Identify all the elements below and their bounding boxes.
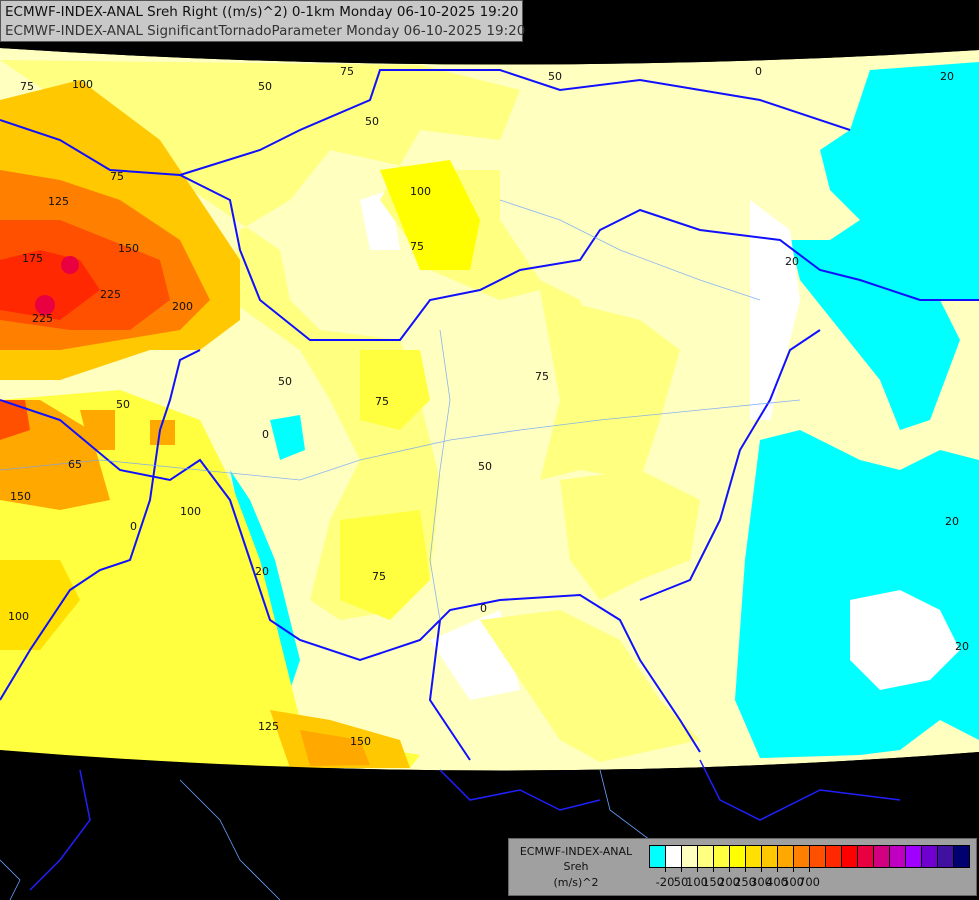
contour-label: 75	[410, 240, 424, 253]
contour-label: 100	[8, 610, 29, 623]
legend-tick	[761, 867, 762, 872]
contour-label: 50	[278, 375, 292, 388]
legend-swatch	[858, 846, 874, 867]
legend-swatch	[714, 846, 730, 867]
contour-label: 20	[940, 70, 954, 83]
contour-label: 75	[20, 80, 34, 93]
contour-label: 100	[180, 505, 201, 518]
legend-swatch	[826, 846, 842, 867]
contour-label: 50	[365, 115, 379, 128]
legend-swatch	[922, 846, 938, 867]
legend-tick-label: 500	[782, 875, 804, 889]
contour-label: 75	[340, 65, 354, 78]
contour-label: 20	[255, 565, 269, 578]
legend-tick	[777, 867, 778, 872]
legend-tick	[665, 867, 666, 872]
contour-label: 20	[785, 255, 799, 268]
legend-tick	[681, 867, 682, 872]
legend-swatch	[682, 846, 698, 867]
legend-tick-label: 50	[673, 875, 689, 889]
legend-swatch	[842, 846, 858, 867]
contour-label: 0	[130, 520, 137, 533]
legend-model: ECMWF-INDEX-ANAL	[519, 845, 633, 858]
legend-swatch	[954, 846, 969, 867]
legend-tick	[713, 867, 714, 872]
legend-swatch	[906, 846, 922, 867]
contour-label: 75	[375, 395, 389, 408]
contour-label: 50	[478, 460, 492, 473]
negative-helicity-area	[735, 430, 979, 758]
legend-swatch	[762, 846, 778, 867]
contour-label: 20	[955, 640, 969, 653]
legend-tick-label: 700	[798, 875, 820, 889]
map-title-box: ECMWF-INDEX-ANAL Sreh Right ((m/s)^2) 0-…	[0, 0, 526, 42]
color-legend: ECMWF-INDEX-ANAL Sreh (m/s)^2 -20 50 100 15…	[508, 838, 977, 896]
legend-swatch	[730, 846, 746, 867]
contour-label: 0	[262, 428, 269, 441]
contour-labels: 100 75 50 75 125 175 150 225 200 225 50 …	[8, 65, 969, 748]
contour-label: 150	[350, 735, 371, 748]
contour-label: 75	[372, 570, 386, 583]
legend-tick	[745, 867, 746, 872]
legend-tick-label: 400	[766, 875, 788, 889]
contour-label: 20	[945, 515, 959, 528]
negative-helicity-area	[790, 62, 979, 430]
country-borders	[0, 69, 979, 761]
contour-label: 100	[72, 78, 93, 91]
legend-swatch	[874, 846, 890, 867]
title-line-2: ECMWF-INDEX-ANAL SignificantTornadoParam…	[5, 23, 526, 39]
legend-swatch	[698, 846, 714, 867]
title-line-1: ECMWF-INDEX-ANAL Sreh Right ((m/s)^2) 0-…	[5, 4, 519, 20]
legend-swatch	[650, 846, 666, 867]
contour-label: 0	[755, 65, 762, 78]
contour-label: 100	[410, 185, 431, 198]
legend-swatch	[778, 846, 794, 867]
legend-tick	[697, 867, 698, 872]
contour-label: 225	[100, 288, 121, 301]
legend-swatch	[666, 846, 682, 867]
legend-swatch	[810, 846, 826, 867]
legend-tick-label: 300	[750, 875, 772, 889]
contour-label: 50	[548, 70, 562, 83]
legend-swatch	[938, 846, 954, 867]
legend-tick-label: 250	[734, 875, 756, 889]
legend-swatch	[794, 846, 810, 867]
contour-label: 75	[110, 170, 124, 183]
legend-tick-label: 100	[686, 875, 708, 889]
legend-tick-label: -20	[655, 875, 675, 889]
contour-label: 225	[32, 312, 53, 325]
contour-label: 50	[116, 398, 130, 411]
contour-label: 150	[118, 242, 139, 255]
contour-label: 50	[258, 80, 272, 93]
contour-label: 75	[535, 370, 549, 383]
legend-tick	[793, 867, 794, 872]
legend-swatch	[746, 846, 762, 867]
legend-tick-label: 150	[702, 875, 724, 889]
legend-tick-label: 200	[718, 875, 740, 889]
legend-parameter: Sreh	[563, 860, 589, 873]
contour-label: 65	[68, 458, 82, 471]
contour-label: 125	[48, 195, 69, 208]
legend-unit: (m/s)^2	[553, 876, 599, 889]
legend-color-bar	[649, 845, 970, 868]
contour-label: 125	[258, 720, 279, 733]
contour-label: 0	[480, 602, 487, 615]
contour-label: 150	[10, 490, 31, 503]
contour-label: 200	[172, 300, 193, 313]
legend-tick	[809, 867, 810, 872]
legend-tick	[729, 867, 730, 872]
legend-swatch	[890, 846, 906, 867]
contour-label: 175	[22, 252, 43, 265]
